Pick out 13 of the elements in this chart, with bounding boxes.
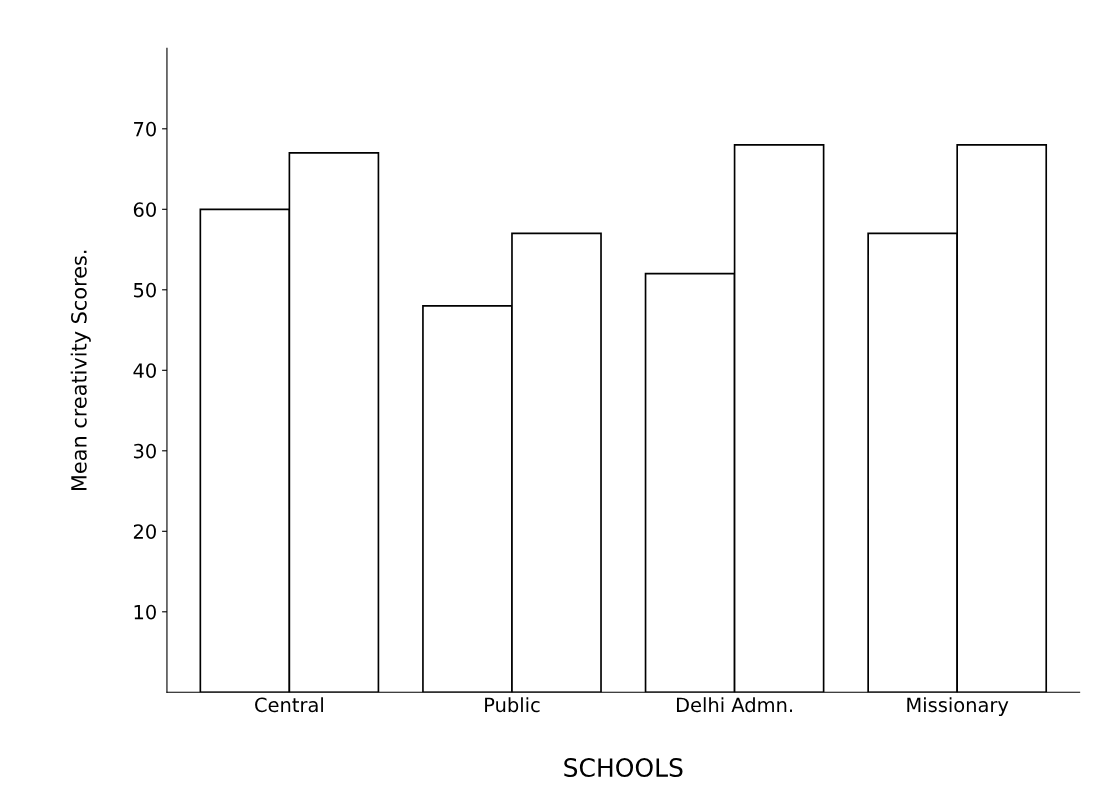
y-axis-title: Mean creativity Scores. <box>70 250 91 491</box>
y-tick-label: 10 <box>134 604 156 620</box>
x-tick-label: Central <box>255 697 323 713</box>
y-tick-label: 20 <box>133 524 156 539</box>
y-tick-label: 60 <box>133 202 156 217</box>
x-tick-label: Missionary <box>907 697 1009 716</box>
y-tick-label: 70 <box>134 121 156 137</box>
x-tick-label: Delhi Admn. <box>676 697 792 713</box>
x-axis-title: SCHOOLS <box>564 758 683 777</box>
y-tick-label: 30 <box>133 443 156 459</box>
x-tick-label: Public <box>485 697 540 713</box>
y-tick-label: 50 <box>133 282 156 298</box>
y-tick-label: 40 <box>133 363 156 378</box>
